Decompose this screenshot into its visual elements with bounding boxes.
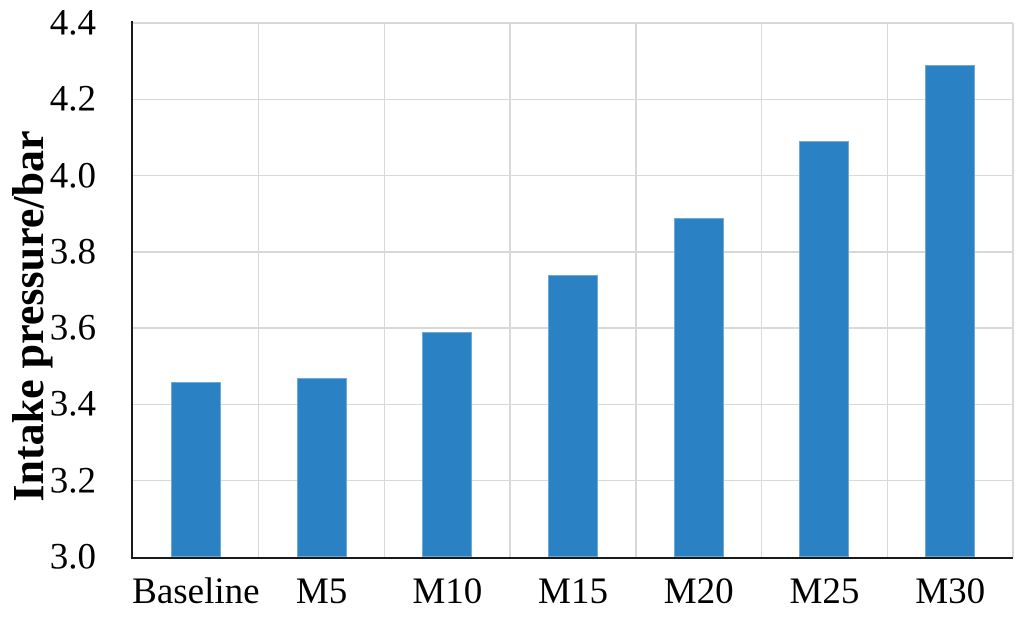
bar-baseline [170, 381, 221, 557]
x-tick-label: Baseline [132, 571, 260, 612]
x-tick-label: M15 [538, 571, 608, 612]
x-tick-label: M10 [412, 571, 483, 612]
bar-m20 [673, 217, 724, 557]
x-tick-label: M5 [295, 571, 348, 612]
vertical-gridline [1012, 23, 1014, 557]
y-tick-label: 4.0 [49, 155, 96, 197]
horizontal-gridline [133, 98, 1013, 101]
y-tick-label: 4.4 [49, 2, 96, 44]
y-tick-label: 4.2 [49, 78, 96, 120]
y-tick-label: 3.8 [49, 231, 96, 273]
bar-m15 [548, 274, 598, 557]
x-axis-tick-labels: Baseline M5 M10 M15 M20 M25 M30 [132, 571, 1013, 620]
x-tick-label: M20 [663, 571, 734, 612]
bar-m5 [296, 377, 347, 557]
x-axis-line [130, 556, 1013, 559]
y-tick-label: 3.4 [49, 383, 96, 425]
vertical-gridline [886, 23, 889, 557]
horizontal-gridline [133, 251, 1013, 253]
x-tick-label: M30 [915, 571, 986, 612]
x-tick-label: M25 [789, 571, 860, 612]
bar-m25 [799, 141, 850, 557]
vertical-gridline [760, 23, 763, 557]
y-tick-label: 3.2 [49, 460, 96, 502]
y-tick-label: 3.6 [49, 307, 96, 349]
vertical-gridline [383, 23, 386, 557]
vertical-gridline [509, 23, 511, 557]
horizontal-gridline [133, 174, 1013, 177]
bar-m30 [925, 64, 976, 557]
plot-area [133, 22, 1014, 557]
horizontal-gridline [133, 22, 1013, 24]
y-tick-label: 3.0 [49, 536, 96, 578]
vertical-gridline [257, 23, 260, 557]
bar-m10 [422, 331, 473, 557]
vertical-gridline [635, 23, 637, 557]
y-axis-line [130, 21, 133, 559]
y-axis-tick-labels: 3.0 3.2 3.4 3.6 3.8 4.0 4.2 4.4 [0, 5, 96, 576]
